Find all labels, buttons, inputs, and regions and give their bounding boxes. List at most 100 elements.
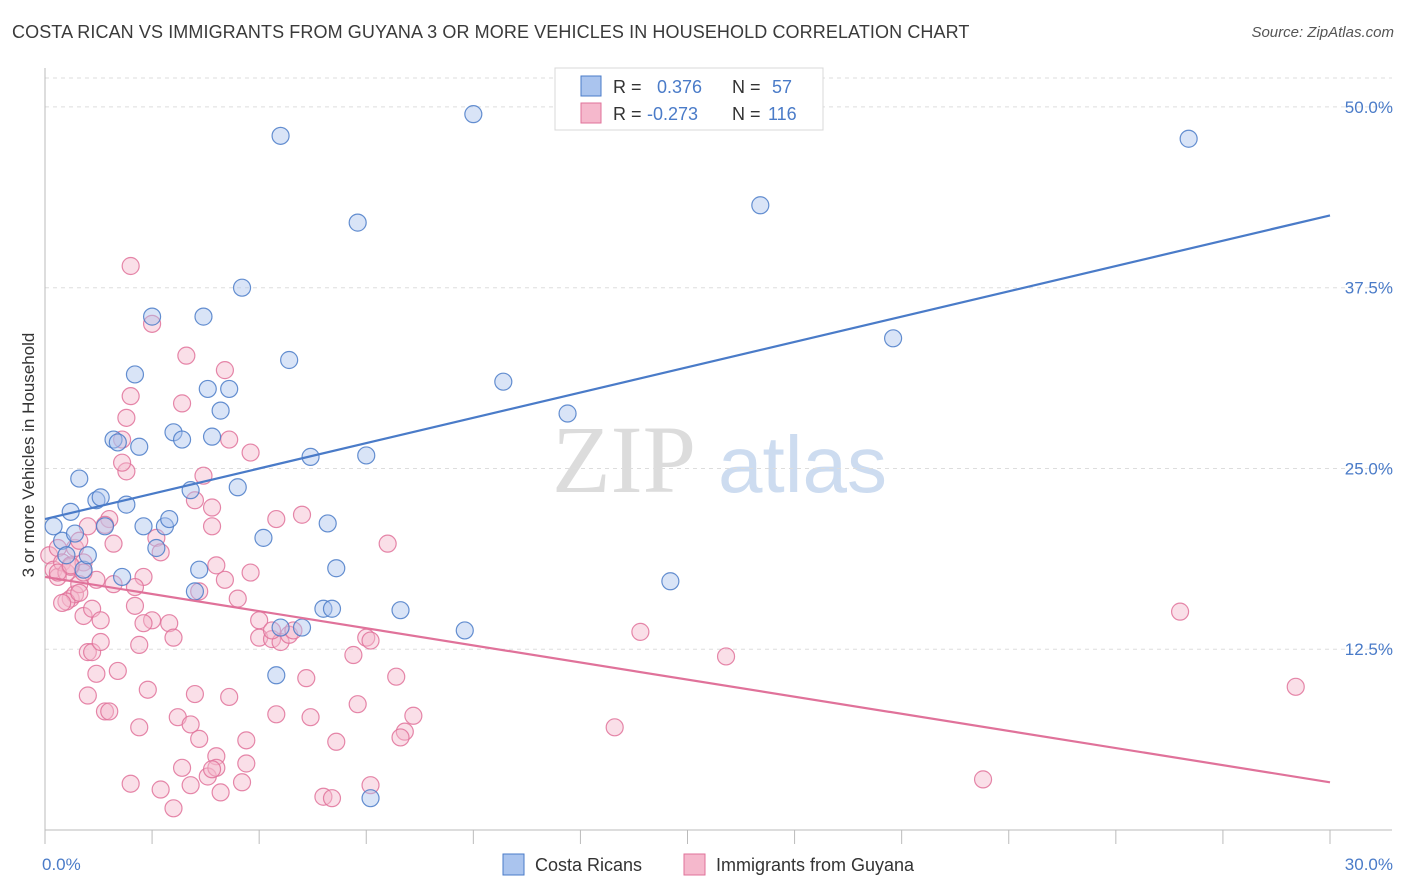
legend-r-value-1: 0.376 [657,77,702,97]
point-guyana [215,361,234,380]
point-costa-ricans [280,350,299,370]
point-guyana [91,611,110,630]
point-guyana [164,628,183,647]
point-guyana [112,453,132,472]
point-guyana [220,430,239,449]
point-costa-ricans [198,379,217,399]
point-guyana [121,387,140,406]
point-guyana [117,462,136,481]
bottom-legend-swatch-guyana [683,853,706,876]
trend-lines [44,214,1331,784]
point-guyana [53,593,72,613]
point-costa-ricans [65,524,85,543]
point-costa-ricans [112,567,132,587]
point-costa-ricans [361,789,380,808]
point-guyana [361,776,380,795]
point-guyana [202,517,222,536]
point-guyana [232,773,252,792]
x-tick-label-max: 30.0% [1345,855,1393,874]
point-guyana [78,686,97,705]
point-guyana [344,645,363,665]
legend-r-value-2: -0.273 [647,104,698,124]
source-label: Source: ZipAtlas.com [1251,24,1394,41]
point-guyana [322,789,342,808]
point-costa-ricans [172,430,192,449]
point-costa-ricans [327,559,346,578]
point-costa-ricans [558,404,577,423]
point-costa-ricans [267,666,286,685]
point-guyana [973,770,993,789]
point-costa-ricans [348,213,367,232]
legend-swatch-guyana [580,102,602,124]
point-guyana [78,643,97,662]
point-costa-ricans [271,618,290,637]
point-guyana [1170,602,1190,621]
point-costa-ricans [91,488,110,507]
point-guyana [215,570,234,589]
legend-n-value-2: 116 [768,104,797,124]
point-guyana [237,731,256,750]
legend-r-label-1: R = [613,77,642,97]
point-guyana [267,705,286,724]
trend-line-costa-ricans [44,214,1331,521]
point-costa-ricans [232,278,252,297]
point-guyana [202,498,222,517]
point-costa-ricans [357,446,376,465]
point-guyana [391,728,410,747]
watermark-atlas: atlas [718,420,887,509]
point-guyana [202,760,222,779]
point-costa-ricans [1179,129,1198,148]
point-guyana [185,684,205,704]
point-guyana [121,256,140,276]
point-costa-ricans [220,379,239,399]
point-guyana [100,702,119,721]
point-guyana [228,589,247,608]
point-costa-ricans [883,329,903,348]
chart-title: COSTA RICAN VS IMMIGRANTS FROM GUYANA 3 … [12,22,970,42]
point-costa-ricans [494,372,513,391]
point-guyana [207,556,226,575]
point-guyana [104,534,123,553]
point-costa-ricans [160,509,179,529]
point-guyana [142,314,162,333]
point-guyana [605,718,624,737]
point-guyana [160,614,179,633]
point-costa-ricans [95,517,115,536]
bottom-legend: Costa Ricans Immigrants from Guyana [502,853,915,876]
point-guyana [95,702,115,721]
point-costa-ricans [70,469,89,488]
point-guyana [172,758,192,777]
point-guyana [117,408,136,427]
point-costa-ricans [228,478,247,497]
point-guyana [267,509,286,529]
point-guyana [108,661,127,681]
y-tick-label: 25.0% [1345,459,1393,478]
bottom-legend-swatch-costa-ricans [502,853,525,876]
top-legend: R = 0.376 N = 57 R = -0.273 N = 116 [554,67,824,131]
legend-n-value-1: 57 [772,77,792,97]
point-guyana [190,729,209,748]
point-guyana [237,754,256,773]
point-costa-ricans [271,126,290,145]
bottom-legend-label-costa-ricans: Costa Ricans [535,855,642,875]
point-guyana [220,687,239,707]
point-guyana [348,695,367,714]
legend-swatch-costa-ricans [580,75,602,97]
axes: 12.5% 25.0% 37.5% 50.0% 0.0% 30.0% [42,68,1393,874]
point-guyana [241,443,260,462]
x-tick-label-min: 0.0% [42,855,81,874]
point-guyana [297,669,316,688]
point-guyana [70,583,89,602]
point-costa-ricans [185,582,205,601]
point-costa-ricans [74,560,93,579]
point-guyana [327,732,346,751]
point-guyana [211,783,230,802]
point-costa-ricans [125,365,145,384]
y-tick-label: 12.5% [1345,640,1393,659]
point-costa-ricans [391,601,410,620]
point-guyana [130,635,149,654]
legend-r-label-2: R = [613,104,642,124]
point-costa-ricans [130,437,149,456]
point-guyana [130,718,149,737]
